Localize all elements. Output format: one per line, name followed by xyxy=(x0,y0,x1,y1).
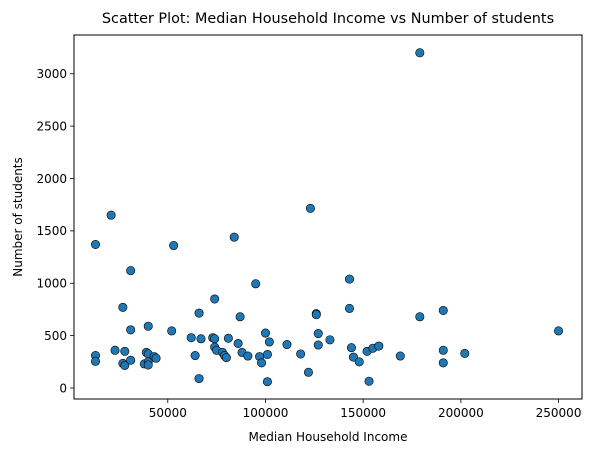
data-point xyxy=(348,352,358,362)
data-point xyxy=(210,294,220,304)
data-point xyxy=(415,312,425,322)
data-point xyxy=(120,360,130,370)
data-point xyxy=(120,346,130,356)
data-point xyxy=(354,357,364,367)
data-point xyxy=(243,351,253,361)
data-point xyxy=(325,335,335,345)
y-axis-label: Number of students xyxy=(11,157,25,277)
data-point xyxy=(395,351,405,361)
data-point xyxy=(110,345,120,355)
data-point xyxy=(264,337,274,347)
data-point xyxy=(374,341,384,351)
data-point xyxy=(460,348,470,358)
data-point xyxy=(118,302,128,312)
y-tick-label: 1000 xyxy=(36,277,67,291)
data-point xyxy=(167,326,177,336)
data-point xyxy=(126,266,136,276)
x-axis-label: Median Household Income xyxy=(249,430,408,444)
data-point xyxy=(260,328,270,338)
data-point xyxy=(143,321,153,331)
data-point xyxy=(438,358,448,368)
data-point xyxy=(90,239,100,249)
data-point xyxy=(415,48,425,58)
data-point xyxy=(221,353,231,363)
x-axis-ticks: 50000 100000 150000 200000 250000 xyxy=(149,399,582,420)
data-point xyxy=(223,333,233,343)
data-point xyxy=(262,377,272,387)
data-point xyxy=(554,326,564,336)
data-point xyxy=(194,308,204,318)
y-tick-label: 3000 xyxy=(36,67,67,81)
x-tick-label: 50000 xyxy=(149,406,187,420)
data-point xyxy=(346,343,356,353)
data-point xyxy=(233,338,243,348)
data-point xyxy=(143,360,153,370)
y-tick-label: 1500 xyxy=(36,224,67,238)
y-tick-label: 2500 xyxy=(36,119,67,133)
data-point xyxy=(169,241,179,251)
data-point xyxy=(235,312,245,322)
data-points xyxy=(90,48,564,387)
y-tick-label: 0 xyxy=(59,381,67,395)
x-tick-label: 250000 xyxy=(536,406,582,420)
data-point xyxy=(438,345,448,355)
data-point xyxy=(438,305,448,315)
data-point xyxy=(262,349,272,359)
data-point xyxy=(313,329,323,339)
data-point xyxy=(311,310,321,320)
data-point xyxy=(251,279,261,289)
data-point xyxy=(106,210,116,220)
data-point xyxy=(126,355,136,365)
data-point xyxy=(229,232,239,242)
data-point xyxy=(305,203,315,213)
data-point xyxy=(90,356,100,366)
data-point xyxy=(303,367,313,377)
data-point xyxy=(364,376,374,386)
data-point xyxy=(313,340,323,350)
data-point xyxy=(126,325,136,335)
data-point xyxy=(186,333,196,343)
y-tick-label: 500 xyxy=(44,329,67,343)
data-point xyxy=(190,351,200,361)
data-point xyxy=(296,349,306,359)
chart-title: Scatter Plot: Median Household Income vs… xyxy=(102,11,554,27)
x-tick-label: 150000 xyxy=(340,406,386,420)
data-point xyxy=(282,340,292,350)
x-tick-label: 100000 xyxy=(243,406,289,420)
data-point xyxy=(344,303,354,313)
data-point xyxy=(344,274,354,284)
y-axis-ticks: 0 500 1000 1500 2000 2500 3000 xyxy=(36,67,74,395)
plot-frame xyxy=(73,34,583,400)
data-point xyxy=(194,374,204,384)
data-point xyxy=(151,353,161,363)
data-point xyxy=(210,334,220,344)
y-tick-label: 2000 xyxy=(36,172,67,186)
data-point xyxy=(257,358,267,368)
x-tick-label: 200000 xyxy=(438,406,484,420)
data-point xyxy=(196,334,206,344)
